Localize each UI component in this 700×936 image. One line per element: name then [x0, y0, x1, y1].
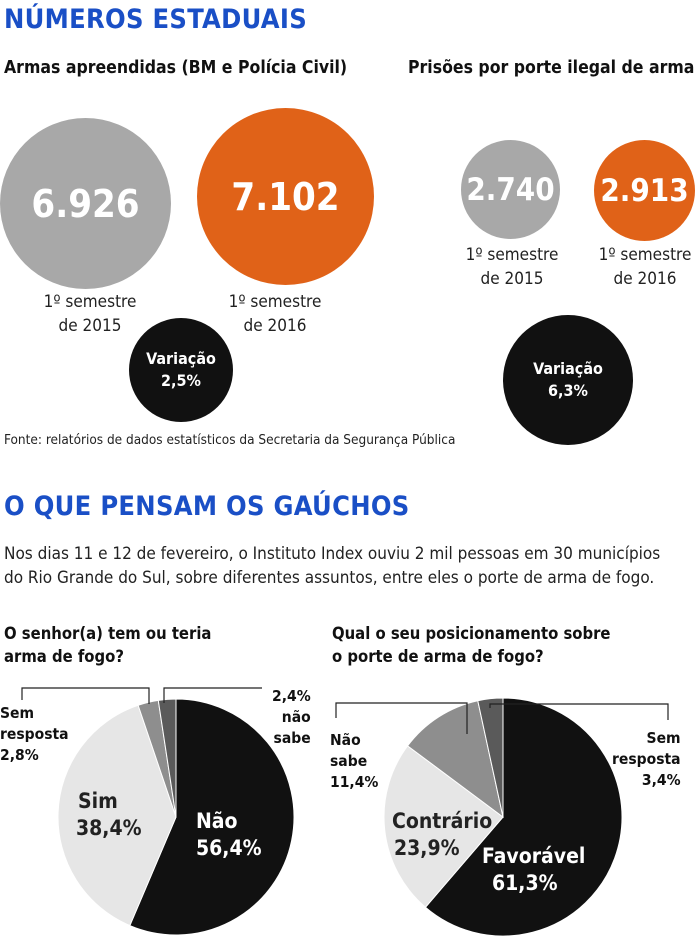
leader-line-sem-resposta-1 [21, 687, 150, 704]
label-value: 23,9% [394, 836, 460, 860]
variation-value: 6,3% [548, 381, 588, 400]
variation-label: Variação [533, 359, 603, 378]
label-nao-sabe-2: Não sabe 11,4% [330, 730, 378, 793]
variation-circle-armas: Variação 2,5% [129, 318, 233, 422]
value-armas-2016: 7.102 [231, 174, 340, 219]
label-value: 2,8% [0, 746, 39, 764]
caption-prisoes-2016: 1º semestre de 2016 [575, 243, 700, 291]
section-title-estaduais: NÚMEROS ESTADUAIS [4, 4, 307, 35]
label-text: Sim [78, 789, 118, 813]
circle-armas-2015: 6.926 [0, 118, 171, 289]
label-value: 2,4% [272, 687, 311, 705]
value-prisoes-2016: 2.913 [600, 172, 689, 209]
caption-line: de 2016 [613, 269, 677, 289]
pie-slice-sim [57, 704, 177, 927]
label-sem-resposta-2: Sem resposta 3,4% [612, 728, 681, 791]
question-line: arma de fogo? [4, 647, 124, 666]
variation-circle-prisoes: Variação 6,3% [503, 315, 633, 445]
pie-slice-contrário [383, 745, 504, 908]
leader-line-sem-resposta-2 [489, 703, 669, 720]
label-text: Sem [646, 729, 681, 747]
label-text: Favorável [482, 844, 586, 868]
label-value: 11,4% [330, 773, 379, 791]
label-text: Não [196, 809, 238, 833]
pie-slice-não-sabe [406, 700, 504, 819]
variation-value: 2,5% [161, 371, 201, 390]
caption-line: de 2015 [480, 269, 544, 289]
label-value: 56,4% [196, 836, 262, 860]
intro-line: Nos dias 11 e 12 de fevereiro, o Institu… [4, 544, 661, 564]
pie-chart-posicionamento [383, 697, 623, 936]
label-contrario: Contrário 23,9% [392, 808, 492, 862]
question-1: O senhor(a) tem ou teria arma de fogo? [4, 622, 211, 668]
value-prisoes-2015: 2.740 [466, 171, 555, 208]
section-title-gauchos: O QUE PENSAM OS GAÚCHOS [4, 491, 410, 522]
label-text: Contrário [392, 809, 493, 833]
subtitle-armas: Armas apreendidas (BM e Polícia Civil) [4, 58, 348, 78]
label-text: resposta [0, 725, 69, 743]
caption-line: 1º semestre [598, 245, 692, 265]
leader-line-nao-sabe-1 [163, 687, 262, 703]
variation-text-prisoes: Variação 6,3% [533, 358, 603, 402]
label-sim: Sim 38,4% [76, 788, 142, 842]
circle-armas-2016: 7.102 [197, 108, 374, 285]
label-text: não [281, 708, 311, 726]
caption-line: de 2016 [243, 316, 307, 336]
variation-label: Variação [146, 349, 216, 368]
source-note: Fonte: relatórios de dados estatísticos … [4, 432, 456, 448]
question-line: o porte de arma de fogo? [332, 647, 544, 666]
caption-line: 1º semestre [43, 292, 137, 312]
pie-slice-não-sabe [157, 698, 177, 818]
label-nao: Não 56,4% [196, 808, 262, 862]
variation-text-armas: Variação 2,5% [146, 348, 216, 392]
label-sem-resposta-1: Sem resposta 2,8% [0, 703, 69, 766]
pie-slice-sem-resposta [477, 697, 504, 818]
caption-armas-2016: 1º semestre de 2016 [205, 290, 345, 338]
label-value: 61,3% [492, 871, 558, 895]
value-armas-2015: 6.926 [31, 181, 140, 226]
pie-chart-arma [57, 698, 295, 936]
subtitle-prisoes: Prisões por porte ilegal de arma [408, 58, 695, 78]
label-text: sabe [273, 729, 311, 747]
question-line: O senhor(a) tem ou teria [4, 624, 212, 643]
label-favoravel: Favorável 61,3% [482, 843, 585, 897]
label-text: resposta [612, 750, 681, 768]
question-line: Qual o seu posicionamento sobre [332, 624, 611, 643]
label-text: sabe [330, 752, 368, 770]
label-nao-sabe-1: 2,4% não sabe [272, 686, 311, 749]
label-value: 3,4% [641, 771, 681, 789]
label-text: Sem [0, 704, 35, 722]
circle-prisoes-2015: 2.740 [461, 140, 560, 239]
caption-line: 1º semestre [465, 245, 559, 265]
pie-slice-favorável [424, 697, 623, 936]
intro-line: do Rio Grande do Sul, sobre diferentes a… [4, 568, 655, 588]
caption-prisoes-2015: 1º semestre de 2015 [442, 243, 582, 291]
leader-line-nao-sabe-2 [335, 702, 468, 734]
caption-line: 1º semestre [228, 292, 322, 312]
intro-text: Nos dias 11 e 12 de fevereiro, o Institu… [4, 542, 696, 590]
pie-slice-não [129, 698, 295, 936]
leader-lines [21, 687, 669, 734]
question-2: Qual o seu posicionamento sobre o porte … [332, 622, 611, 668]
label-value: 38,4% [76, 816, 142, 840]
caption-line: de 2015 [58, 316, 122, 336]
label-text: Não [330, 731, 361, 749]
caption-armas-2015: 1º semestre de 2015 [20, 290, 160, 338]
circle-prisoes-2016: 2.913 [594, 140, 695, 241]
